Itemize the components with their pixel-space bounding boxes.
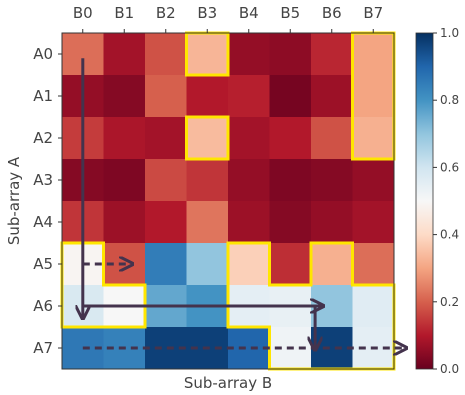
- heatmap-cell: [311, 75, 353, 118]
- heatmap-cell: [186, 201, 229, 244]
- arrows: [83, 58, 407, 350]
- heatmap-cell: [311, 243, 353, 286]
- heatmap-cell: [311, 33, 353, 76]
- heatmap-cell: [269, 33, 312, 76]
- heatmap-cell: [352, 159, 395, 202]
- heatmap-cell: [103, 75, 146, 118]
- heatmap-cell: [352, 201, 395, 244]
- heatmap-cell: [269, 243, 312, 286]
- y-tick-label: A4: [33, 213, 53, 231]
- heatmap-cell: [269, 201, 312, 244]
- heatmap-cell: [269, 117, 312, 160]
- heatmap-cell: [145, 159, 187, 202]
- heatmap-cell: [352, 285, 395, 328]
- y-tick-label: A6: [33, 297, 53, 315]
- colorbar-tick-label: 0.2: [440, 295, 459, 309]
- heatmap-cell: [352, 243, 395, 286]
- y-tick-label: A0: [33, 45, 53, 63]
- heatmap-cell: [269, 159, 312, 202]
- x-tick-label: B7: [363, 4, 383, 22]
- heatmap-cell: [352, 75, 395, 118]
- heatmap-cell: [352, 117, 395, 160]
- y-tick-label: A2: [33, 129, 53, 147]
- heatmap-cell: [228, 33, 270, 76]
- heatmap-cell: [186, 159, 229, 202]
- colorbar-tick-label: 0.6: [440, 160, 459, 174]
- y-tick-label: A1: [33, 87, 53, 105]
- colorbar-tick-label: 1.0: [440, 26, 459, 40]
- colorbar: [415, 32, 434, 370]
- heatmap-cell: [103, 159, 146, 202]
- heatmap-cell: [269, 75, 312, 118]
- heatmap-cell: [145, 75, 187, 118]
- x-tick-label: B6: [322, 4, 342, 22]
- colorbar-tick-label: 0.8: [440, 93, 459, 107]
- heatmap-cell: [352, 33, 395, 76]
- plot-frame: [61, 32, 395, 370]
- heatmap-cell: [228, 243, 270, 286]
- y-tick-labels: A0 A1 A2 A3 A4 A5 A6 A7: [33, 45, 62, 357]
- heatmap-cell: [228, 117, 270, 160]
- colorbar-tick-label: 0.4: [440, 228, 459, 242]
- heatmap-cell: [103, 201, 146, 244]
- heatmap-cell: [145, 243, 187, 286]
- y-tick-label: A5: [33, 255, 53, 273]
- colorbar-ticks: 0.0 0.2 0.4 0.6 0.8 1.0: [433, 26, 459, 376]
- x-tick-label: B1: [114, 4, 134, 22]
- heatmap-cell: [186, 243, 229, 286]
- x-tick-labels: B0 B1 B2 B3 B4 B5 B6 B7: [73, 4, 383, 33]
- x-tick-label: B4: [239, 4, 259, 22]
- x-tick-label: B5: [280, 4, 300, 22]
- colorbar-tick-label: 0.0: [440, 362, 459, 376]
- heatmap-cell: [145, 117, 187, 160]
- heatmap-cell: [311, 201, 353, 244]
- heatmap-cell: [311, 159, 353, 202]
- heatmap-cell: [228, 75, 270, 118]
- heatmap-cell: [228, 159, 270, 202]
- heatmap-cell: [228, 201, 270, 244]
- heatmap-cell: [145, 33, 187, 76]
- heatmap-cell: [103, 117, 146, 160]
- y-axis-title: Sub-array A: [5, 156, 23, 245]
- y-tick-label: A7: [33, 339, 53, 357]
- heatmap-cell: [103, 33, 146, 76]
- heatmap-cell: [186, 75, 229, 118]
- heatmap-cell: [186, 33, 229, 76]
- x-tick-label: B0: [73, 4, 93, 22]
- y-tick-label: A3: [33, 171, 53, 189]
- x-axis-title: Sub-array B: [184, 374, 272, 392]
- x-tick-label: B2: [156, 4, 176, 22]
- heatmap-cell: [145, 201, 187, 244]
- heatmap-cell: [186, 117, 229, 160]
- x-tick-label: B3: [197, 4, 217, 22]
- heatmap-cell: [311, 117, 353, 160]
